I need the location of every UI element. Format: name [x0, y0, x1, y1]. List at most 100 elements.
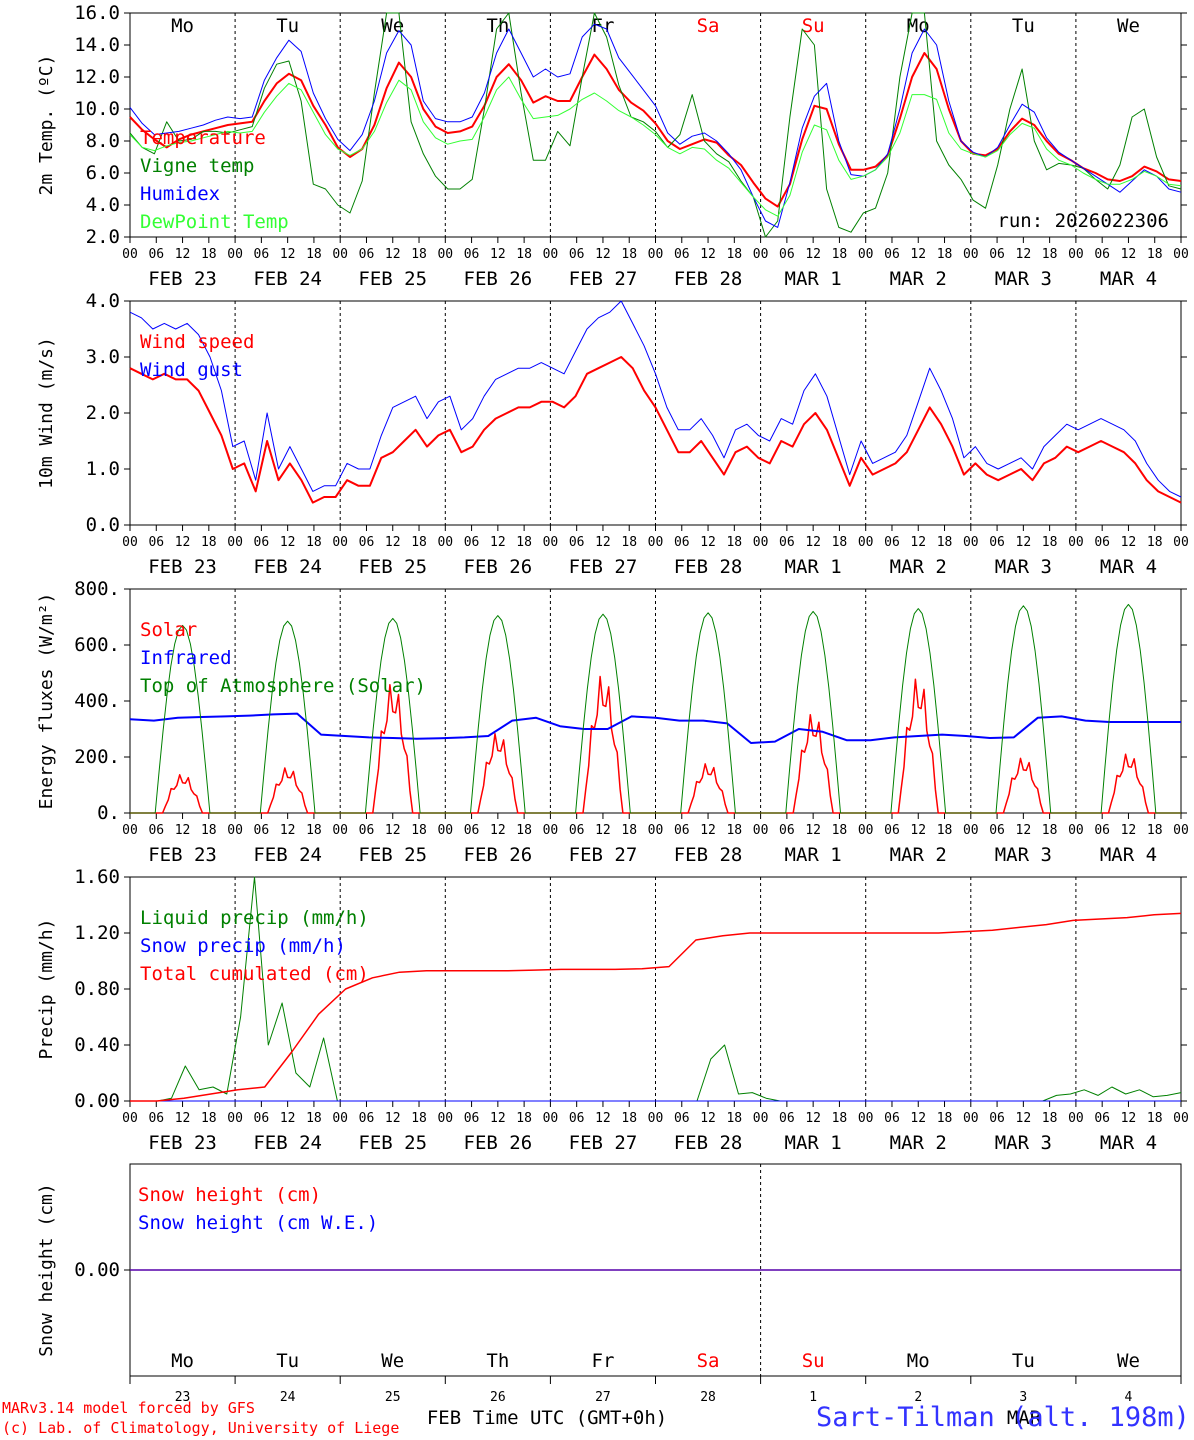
- hour-tick-label: 12: [700, 1111, 716, 1126]
- hour-tick-label: 00: [122, 823, 138, 838]
- day-number-label: 28: [700, 1390, 716, 1405]
- hour-tick-label: 18: [1042, 823, 1058, 838]
- hour-tick-label: 18: [516, 247, 532, 262]
- hour-tick-label: 06: [148, 247, 164, 262]
- day-number-label: 4: [1125, 1390, 1133, 1405]
- hour-tick-label: 18: [201, 247, 217, 262]
- hour-tick-label: 00: [227, 535, 243, 550]
- y-tick-label: 6.0: [86, 162, 120, 184]
- date-label: FEB 28: [674, 268, 743, 290]
- date-label: MAR 2: [890, 1132, 947, 1154]
- y-tick-label: 0.00: [74, 1259, 120, 1281]
- hour-tick-label: 06: [254, 535, 270, 550]
- hour-tick-label: 12: [1121, 535, 1137, 550]
- date-label: FEB 25: [358, 556, 427, 578]
- date-label: MAR 2: [890, 556, 947, 578]
- hour-tick-label: 00: [543, 535, 559, 550]
- hour-tick-label: 00: [543, 823, 559, 838]
- hour-tick-label: 18: [937, 247, 953, 262]
- hour-tick-label: 06: [989, 1111, 1005, 1126]
- hour-tick-label: 12: [595, 823, 611, 838]
- hour-tick-label: 12: [280, 1111, 296, 1126]
- day-number-label: 1: [809, 1390, 817, 1405]
- date-label: MAR 4: [1100, 1132, 1157, 1154]
- hour-tick-label: 12: [805, 535, 821, 550]
- date-label: MAR 2: [890, 268, 947, 290]
- legend-entry: Liquid precip (mm/h): [140, 907, 369, 929]
- hour-tick-label: 12: [175, 247, 191, 262]
- hour-tick-label: 18: [411, 535, 427, 550]
- run-label: run: 2026022306: [997, 210, 1169, 232]
- hour-tick-label: 00: [332, 1111, 348, 1126]
- hour-tick-label: 12: [280, 535, 296, 550]
- hour-tick-label: 12: [805, 823, 821, 838]
- weekday-label: We: [1117, 1350, 1140, 1372]
- precip-panel: 0.00 0.40 0.80 1.20 1.60 Precip (mm/h) 00 06 12 1…: [36, 866, 1189, 1154]
- hour-tick-label: 00: [753, 535, 769, 550]
- hour-tick-label: 12: [805, 1111, 821, 1126]
- hour-tick-label: 00: [437, 823, 453, 838]
- hour-tick-label: 06: [674, 535, 690, 550]
- hour-tick-label: 00: [543, 247, 559, 262]
- hour-tick-label: 12: [1016, 247, 1032, 262]
- hour-tick-label: 06: [359, 1111, 375, 1126]
- hour-tick-label: 18: [201, 823, 217, 838]
- wind-frame: [129, 300, 1182, 526]
- date-label: FEB 27: [569, 556, 638, 578]
- hour-tick-label: 00: [1068, 823, 1084, 838]
- date-label: FEB 27: [569, 1132, 638, 1154]
- date-label: FEB 24: [253, 844, 322, 866]
- hour-tick-label: 12: [595, 535, 611, 550]
- day-number-label: 27: [595, 1390, 611, 1405]
- hour-tick-label: 18: [621, 823, 637, 838]
- weekday-label: Fr: [592, 15, 615, 37]
- hour-tick-label: 00: [1068, 247, 1084, 262]
- date-label: FEB 23: [148, 268, 217, 290]
- hour-tick-label: 12: [910, 823, 926, 838]
- series-line-humidex: [129, 23, 1182, 228]
- date-label: FEB 28: [674, 556, 743, 578]
- legend-entry: Solar: [140, 619, 197, 641]
- hour-tick-label: 06: [359, 247, 375, 262]
- hour-tick-label: 06: [779, 823, 795, 838]
- hour-tick-label: 18: [1042, 535, 1058, 550]
- legend-entry: Humidex: [140, 183, 220, 205]
- hour-tick-label: 12: [910, 535, 926, 550]
- date-label: MAR 3: [995, 556, 1052, 578]
- date-label: FEB 26: [464, 556, 533, 578]
- y-tick-label: 600.: [74, 634, 120, 656]
- date-label: FEB 26: [464, 1132, 533, 1154]
- hour-tick-label: 06: [989, 535, 1005, 550]
- month-label: MAR: [1007, 1407, 1042, 1429]
- hour-tick-label: 18: [621, 535, 637, 550]
- hour-tick-label: 18: [832, 1111, 848, 1126]
- hour-tick-label: 18: [726, 535, 742, 550]
- weekday-label: Tu: [1012, 1350, 1035, 1372]
- hour-tick-label: 18: [937, 535, 953, 550]
- hour-tick-label: 12: [490, 535, 506, 550]
- hour-tick-label: 06: [1094, 1111, 1110, 1126]
- hour-tick-label: 18: [621, 247, 637, 262]
- y-tick-label: 2.0: [86, 402, 120, 424]
- hour-tick-label: 12: [1016, 1111, 1032, 1126]
- hour-tick-label: 00: [543, 1111, 559, 1126]
- hour-tick-label: 12: [595, 247, 611, 262]
- hour-tick-label: 00: [753, 1111, 769, 1126]
- hour-tick-label: 06: [464, 823, 480, 838]
- series-line-dewpoint-temp: [129, 76, 1182, 217]
- hour-tick-label: 06: [674, 1111, 690, 1126]
- y-tick-label: 14.0: [74, 34, 120, 56]
- weekday-label: Sa: [697, 15, 720, 37]
- series-line-wind-gust: [129, 300, 1182, 498]
- hour-tick-label: 18: [306, 247, 322, 262]
- hour-tick-label: 18: [411, 247, 427, 262]
- hour-tick-label: 18: [1042, 1111, 1058, 1126]
- hour-tick-label: 00: [1173, 535, 1189, 550]
- hour-tick-label: 06: [1094, 823, 1110, 838]
- hour-tick-label: 18: [516, 1111, 532, 1126]
- hour-tick-label: 18: [832, 535, 848, 550]
- y-tick-label: 4.0: [86, 290, 120, 312]
- y-tick-label: 800.: [74, 578, 120, 600]
- hour-tick-label: 12: [280, 247, 296, 262]
- hour-tick-label: 12: [1121, 1111, 1137, 1126]
